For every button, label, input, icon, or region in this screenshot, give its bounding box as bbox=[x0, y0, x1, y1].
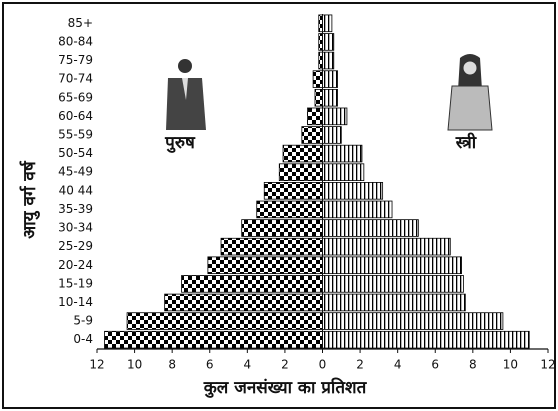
y-tick-label: 75-79 bbox=[58, 53, 93, 67]
y-axis-title: आयु वर्ग वर्ष bbox=[19, 160, 40, 239]
y-tick-label: 50-54 bbox=[58, 146, 93, 160]
legend-label: पुरुष bbox=[164, 133, 196, 153]
bar bbox=[319, 34, 323, 51]
y-tick-label: 5-9 bbox=[73, 314, 93, 328]
y-tick-label: 60-64 bbox=[58, 109, 93, 123]
bar bbox=[105, 331, 323, 348]
y-tick-label: 85+ bbox=[68, 16, 93, 30]
y-tick-label: 25-29 bbox=[58, 239, 93, 253]
female-figure bbox=[448, 54, 492, 130]
bar bbox=[319, 15, 323, 32]
y-tick-label: 70-74 bbox=[58, 72, 93, 86]
bar bbox=[323, 201, 393, 218]
bar bbox=[323, 71, 338, 88]
y-tick-label: 40 44 bbox=[59, 183, 93, 197]
y-tick-label: 55-59 bbox=[58, 127, 93, 141]
x-tick-label: 10 bbox=[503, 358, 518, 372]
x-tick-label: 6 bbox=[431, 358, 439, 372]
bar bbox=[165, 294, 323, 311]
x-tick-label: 12 bbox=[89, 358, 104, 372]
page: {"chart_data": {"type": "pyramid", "x_la… bbox=[0, 0, 558, 411]
bar bbox=[313, 71, 322, 88]
bar bbox=[319, 52, 323, 69]
y-tick-label: 45-49 bbox=[58, 165, 93, 179]
y-tick-label: 65-69 bbox=[58, 90, 93, 104]
bar bbox=[182, 275, 323, 292]
x-tick-label: 2 bbox=[281, 358, 289, 372]
bar bbox=[208, 257, 323, 274]
bar bbox=[242, 220, 323, 237]
bar bbox=[323, 294, 466, 311]
bar bbox=[323, 238, 451, 255]
bar bbox=[279, 164, 322, 181]
bar bbox=[323, 108, 347, 125]
x-tick-label: 12 bbox=[540, 358, 555, 372]
bar bbox=[323, 275, 464, 292]
bar bbox=[307, 108, 322, 125]
bar bbox=[323, 313, 503, 330]
x-tick-label: 4 bbox=[244, 358, 252, 372]
bar bbox=[323, 52, 334, 69]
male-figure bbox=[166, 59, 206, 130]
bar bbox=[323, 34, 334, 51]
chart: कुल जनसंख्या का प्रतिशत आयु वर्ग वर्ष 85… bbox=[0, 0, 558, 411]
bar bbox=[323, 331, 530, 348]
y-tick-label: 0-4 bbox=[73, 332, 93, 346]
bar bbox=[323, 89, 338, 106]
bar bbox=[323, 127, 342, 144]
y-tick-label: 35-39 bbox=[58, 202, 93, 216]
x-tick-label: 4 bbox=[394, 358, 402, 372]
bar bbox=[323, 257, 462, 274]
bar bbox=[221, 238, 322, 255]
legend-label: स्त्री bbox=[455, 132, 477, 153]
bar bbox=[315, 89, 323, 106]
y-tick-label: 80-84 bbox=[58, 34, 93, 48]
bar bbox=[302, 127, 323, 144]
x-tick-label: 6 bbox=[206, 358, 214, 372]
bar bbox=[323, 145, 362, 162]
bar bbox=[323, 164, 364, 181]
bar bbox=[323, 15, 332, 32]
bar bbox=[257, 201, 323, 218]
bar bbox=[127, 313, 322, 330]
bar bbox=[323, 182, 383, 199]
x-tick-label: 2 bbox=[356, 358, 364, 372]
bar bbox=[264, 182, 322, 199]
x-tick-label: 8 bbox=[168, 358, 176, 372]
bar bbox=[323, 220, 419, 237]
y-tick-label: 30-34 bbox=[58, 221, 93, 235]
x-tick-label: 8 bbox=[469, 358, 477, 372]
y-tick-label: 15-19 bbox=[58, 276, 93, 290]
bar bbox=[283, 145, 322, 162]
x-axis-title: कुल जनसंख्या का प्रतिशत bbox=[203, 377, 368, 398]
x-tick-label: 0 bbox=[319, 358, 327, 372]
x-tick-label: 10 bbox=[127, 358, 142, 372]
y-tick-label: 10-14 bbox=[58, 295, 93, 309]
y-tick-label: 20-24 bbox=[58, 258, 93, 272]
